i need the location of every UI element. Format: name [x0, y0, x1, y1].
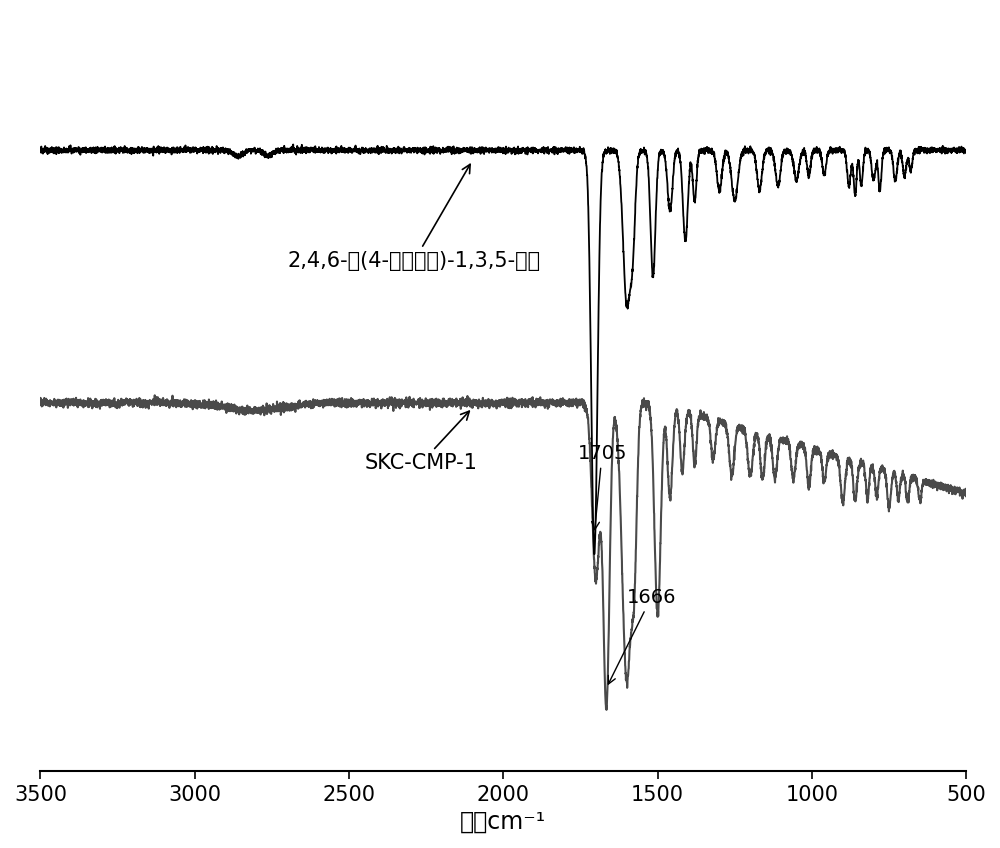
Text: 1705: 1705 [577, 444, 627, 530]
Text: SKC-CMP-1: SKC-CMP-1 [364, 411, 477, 473]
X-axis label: 波数cm⁻¹: 波数cm⁻¹ [460, 810, 546, 834]
Text: 2,4,6-三(4-醒基苯基)-1,3,5-三屫: 2,4,6-三(4-醒基苯基)-1,3,5-三屫 [287, 165, 540, 271]
Text: 1666: 1666 [608, 588, 676, 684]
